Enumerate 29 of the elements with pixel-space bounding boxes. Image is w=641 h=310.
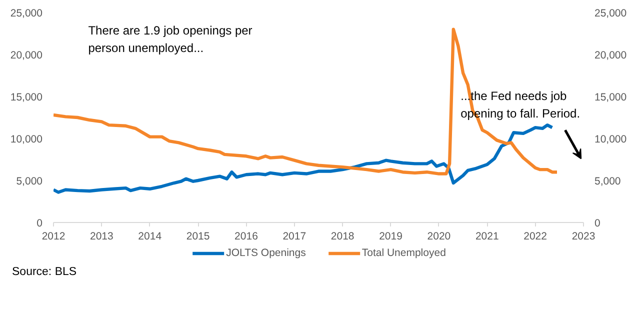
- y2-tick-label: 0: [594, 218, 600, 230]
- y2-tick-label: 20,000: [594, 50, 627, 62]
- y2-tick-label: 15,000: [594, 92, 627, 104]
- x-tick-label: 2019: [379, 230, 403, 242]
- y-tick-label: 15,000: [10, 92, 43, 104]
- y-tick-label: 20,000: [10, 50, 43, 62]
- y-tick-label: 0: [36, 218, 43, 230]
- x-tick-label: 2015: [186, 230, 210, 242]
- legend-label: Total Unemployed: [362, 247, 446, 259]
- y-tick-label: 5,000: [16, 176, 43, 188]
- y2-tick-label: 25,000: [594, 8, 627, 20]
- x-tick-label: 2022: [524, 230, 548, 242]
- y-tick-label: 25,000: [10, 8, 43, 20]
- x-tick-label: 2023: [572, 230, 596, 242]
- x-tick-label: 2020: [427, 230, 451, 242]
- line-series: [54, 123, 554, 194]
- legend-label: JOLTS Openings: [226, 247, 306, 259]
- x-tick-label: 2016: [234, 230, 258, 242]
- y2-tick-label: 5,000: [594, 176, 621, 188]
- x-tick-label: 2018: [330, 230, 354, 242]
- y2-tick-label: 10,000: [594, 134, 627, 146]
- x-tick-label: 2013: [90, 230, 114, 242]
- y-tick-label: 10,000: [10, 134, 43, 146]
- x-tick-label: 2017: [282, 230, 306, 242]
- x-tick-label: 2012: [42, 230, 66, 242]
- x-tick-label: 2021: [475, 230, 499, 242]
- annotation: There are 1.9 job openings per person unemployed...: [88, 23, 252, 55]
- source-note: Source: BLS: [12, 265, 77, 280]
- x-tick-label: 2014: [138, 230, 162, 242]
